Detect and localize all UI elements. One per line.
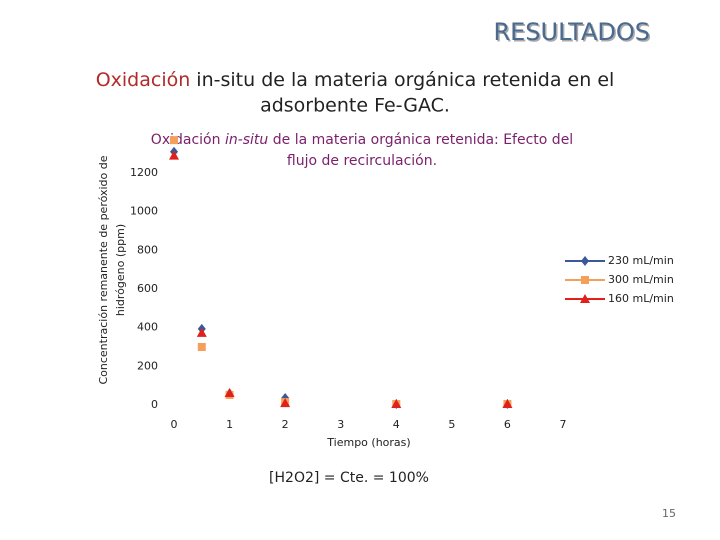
y-tick-label: 1000 xyxy=(130,205,158,218)
x-tick-label: 5 xyxy=(448,418,455,431)
y-tick-label: 200 xyxy=(137,359,158,372)
data-point xyxy=(169,150,179,160)
x-axis-label: Tiempo (horas) xyxy=(326,436,410,449)
slide-title: RESULTADOS xyxy=(493,18,650,46)
x-tick-label: 1 xyxy=(226,418,233,431)
x-tick-label: 0 xyxy=(171,418,178,431)
chart-title: flujo de recirculación. xyxy=(287,153,437,169)
legend-marker xyxy=(581,276,589,284)
chart-title: Oxidación in-situ de la materia orgánica… xyxy=(151,132,573,148)
slide-heading: adsorbente Fe-GAC. xyxy=(260,95,450,117)
data-point xyxy=(280,398,291,408)
y-tick-label: 1200 xyxy=(130,166,158,179)
data-point xyxy=(224,388,235,398)
y-tick-label: 600 xyxy=(137,282,158,295)
y-tick-label: 0 xyxy=(151,398,158,411)
y-tick-label: 800 xyxy=(137,243,158,256)
chart-title-part: in-situ xyxy=(225,132,268,148)
legend-label: 300 mL/min xyxy=(608,273,674,286)
legend-marker xyxy=(581,256,589,266)
legend-marker xyxy=(580,294,590,303)
data-point xyxy=(196,327,207,337)
data-point xyxy=(197,343,206,351)
chart-title-part: Oxidación xyxy=(151,132,225,148)
title-shadow: RESULTADOS xyxy=(495,20,652,48)
legend-label: 160 mL/min xyxy=(608,292,674,305)
legend-label: 230 mL/min xyxy=(608,254,674,267)
chart-title-part: de la materia orgánica retenida: Efecto … xyxy=(268,132,573,148)
page-number: 15 xyxy=(662,507,676,520)
data-point xyxy=(391,399,402,409)
x-tick-label: 7 xyxy=(560,418,567,431)
y-axis-label: Concentración remanente de peróxido de xyxy=(97,155,110,384)
data-point xyxy=(170,136,178,145)
data-point xyxy=(502,399,513,409)
y-axis-label: hidrógeno (ppm) xyxy=(114,224,127,316)
slide-heading: Oxidación in-situ de la materia orgánica… xyxy=(96,69,615,91)
x-tick-label: 2 xyxy=(282,418,289,431)
x-tick-label: 4 xyxy=(393,418,400,431)
x-tick-label: 3 xyxy=(337,418,344,431)
heading-highlight: Oxidación xyxy=(96,69,191,91)
plot: 0 200 400 600 800 1000 1200 0 1 2 3 4 5 6 7 230 mL/min 3… xyxy=(130,136,674,431)
note: [H2O2] = Cte. = 100% xyxy=(269,470,429,486)
heading-rest: in-situ de la materia orgánica retenida … xyxy=(190,69,614,91)
y-tick-label: 400 xyxy=(137,321,158,334)
x-tick-label: 6 xyxy=(504,418,511,431)
